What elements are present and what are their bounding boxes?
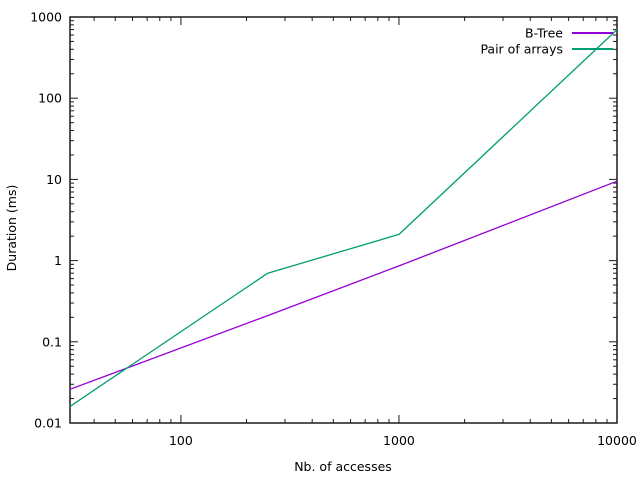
x-axis-title: Nb. of accesses — [294, 459, 392, 474]
y-tick-label: 0.01 — [34, 416, 62, 431]
y-tick-label: 1 — [54, 253, 62, 268]
x-tick-label: 10000 — [597, 433, 637, 448]
plot-border — [69, 16, 618, 424]
series-line-b-tree — [69, 180, 618, 390]
y-tick-label: 100 — [38, 91, 62, 106]
legend-label-pair-of-arrays: Pair of arrays — [480, 42, 563, 57]
y-tick-label: 1000 — [30, 10, 62, 25]
series-lines — [69, 29, 618, 407]
x-tick-label: 1000 — [383, 433, 415, 448]
y-axis-title: Duration (ms) — [4, 185, 19, 272]
series-line-pair-of-arrays — [69, 29, 618, 407]
legend-label-b-tree: B-Tree — [525, 26, 563, 41]
x-tick-label: 100 — [169, 433, 193, 448]
y-tick-label: 10 — [46, 172, 62, 187]
y-tick-label: 0.1 — [42, 334, 62, 349]
x-ticks: 100 1000 10000 — [93, 17, 637, 448]
y-ticks: 0.01 0.1 1 10 100 1000 — [30, 10, 617, 431]
